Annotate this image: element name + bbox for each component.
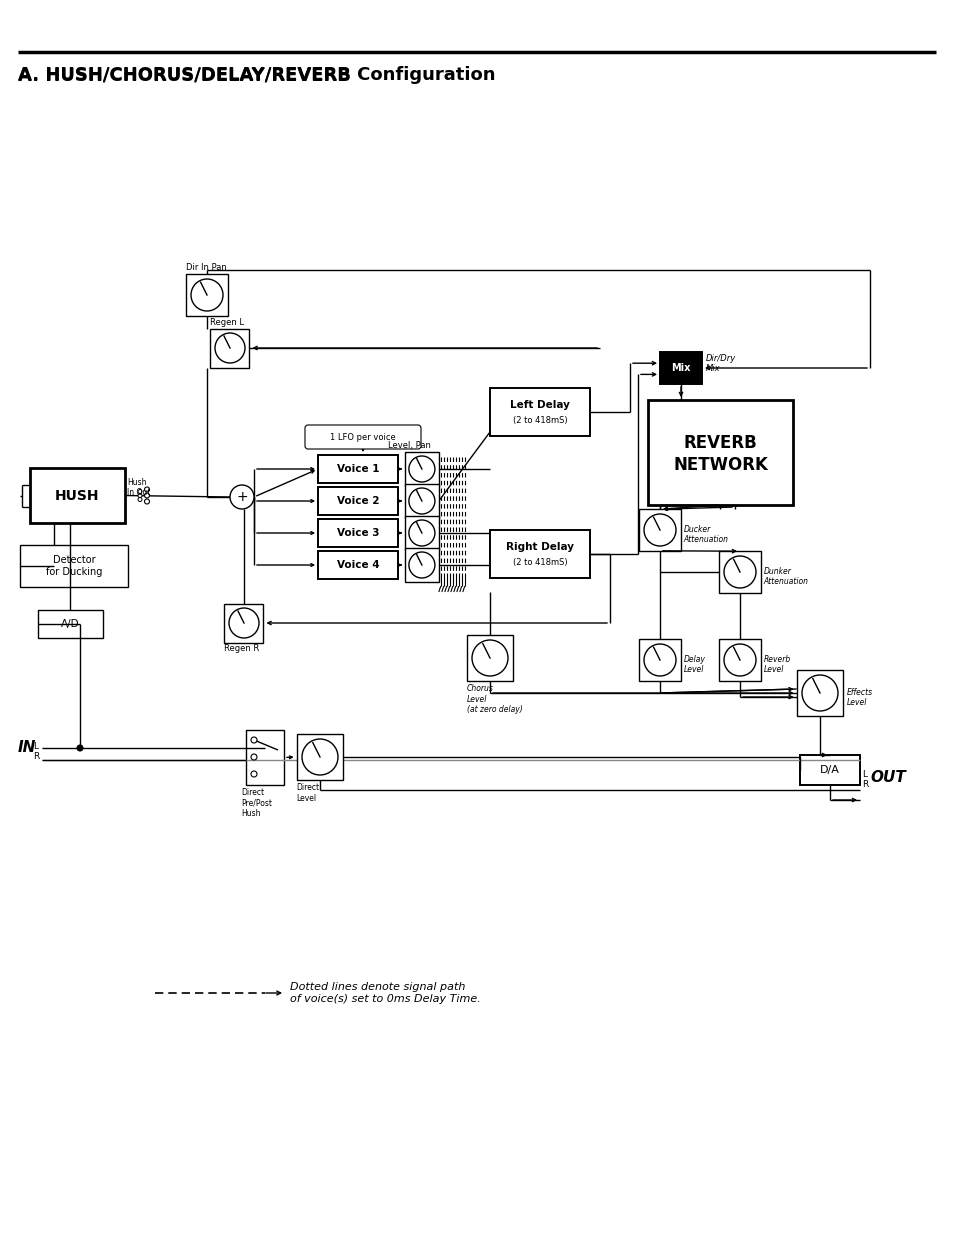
Circle shape	[77, 745, 83, 751]
Text: Effects
Level: Effects Level	[845, 688, 872, 708]
Bar	[639, 640, 680, 680]
Bar	[211, 329, 250, 368]
Text: Voice 1: Voice 1	[336, 464, 379, 474]
Circle shape	[251, 737, 256, 743]
Bar	[490, 388, 589, 436]
Text: HUSH: HUSH	[55, 489, 100, 503]
Text: NETWORK: NETWORK	[673, 456, 767, 473]
Text: Dir In Pan: Dir In Pan	[186, 263, 227, 272]
Text: Ducker
Attenuation: Ducker Attenuation	[683, 525, 728, 545]
Text: A. HUSH/CHORUS/DELAY/REVERB Configuration: A. HUSH/CHORUS/DELAY/REVERB Configuratio…	[18, 65, 495, 84]
Circle shape	[144, 487, 150, 492]
Bar	[30, 468, 125, 522]
Bar	[317, 519, 397, 547]
Text: Dotted lines denote signal path
of voice(s) set to 0ms Delay Time.: Dotted lines denote signal path of voice…	[290, 982, 480, 1004]
Bar	[405, 548, 438, 582]
Text: Reverb
Level: Reverb Level	[763, 655, 790, 674]
Bar	[659, 352, 701, 384]
Circle shape	[191, 279, 223, 311]
Circle shape	[643, 514, 676, 546]
Circle shape	[229, 608, 258, 638]
Text: L: L	[862, 769, 866, 779]
Circle shape	[472, 640, 507, 676]
Circle shape	[251, 755, 256, 760]
Text: R: R	[862, 781, 867, 789]
Bar	[719, 551, 760, 593]
Text: Voice 2: Voice 2	[336, 496, 379, 506]
Text: IN: IN	[18, 741, 36, 756]
Bar	[647, 400, 792, 505]
Circle shape	[251, 771, 256, 777]
Circle shape	[214, 333, 245, 363]
Bar	[224, 604, 263, 642]
Text: Regen R: Regen R	[224, 645, 259, 653]
Bar	[38, 610, 103, 638]
Circle shape	[230, 485, 253, 509]
Circle shape	[138, 494, 142, 498]
Bar	[405, 452, 438, 485]
Circle shape	[302, 739, 337, 776]
Text: OUT: OUT	[869, 771, 904, 785]
Circle shape	[643, 643, 676, 676]
Text: Voice 3: Voice 3	[336, 529, 379, 538]
Circle shape	[409, 520, 435, 546]
Bar	[405, 484, 438, 517]
Circle shape	[801, 676, 837, 711]
Circle shape	[723, 643, 755, 676]
Circle shape	[144, 493, 150, 498]
Text: Direct
Pre/Post
Hush: Direct Pre/Post Hush	[241, 788, 272, 818]
Text: A. HUSH/CHORUS/DELAY/REVERB: A. HUSH/CHORUS/DELAY/REVERB	[18, 65, 351, 84]
Text: L: L	[33, 742, 38, 751]
Text: D/A: D/A	[820, 764, 839, 776]
Text: Right Delay: Right Delay	[505, 542, 574, 552]
Bar	[639, 509, 680, 551]
Text: Dir/Dry
Mix: Dir/Dry Mix	[705, 354, 736, 373]
Text: Mix: Mix	[671, 363, 690, 373]
Bar	[296, 734, 343, 781]
Text: Left Delay: Left Delay	[510, 400, 569, 410]
Text: REVERB: REVERB	[683, 433, 757, 452]
Bar	[719, 640, 760, 680]
Text: Regen L: Regen L	[211, 317, 244, 326]
Bar	[186, 274, 228, 316]
Bar	[800, 755, 859, 785]
Text: Level, Pan: Level, Pan	[388, 441, 431, 450]
Circle shape	[144, 499, 150, 504]
Circle shape	[138, 498, 142, 501]
Circle shape	[409, 488, 435, 514]
Circle shape	[723, 556, 755, 588]
Bar	[317, 487, 397, 515]
Circle shape	[138, 489, 142, 494]
Text: A/D: A/D	[61, 619, 80, 629]
Bar	[246, 730, 284, 785]
Text: Detector
for Ducking: Detector for Ducking	[46, 556, 102, 577]
Text: A. HUSH/CHORUS/DELAY/REVERB Configuration: A. HUSH/CHORUS/DELAY/REVERB Configuratio…	[18, 65, 495, 84]
Text: Voice 4: Voice 4	[336, 559, 379, 571]
Circle shape	[409, 552, 435, 578]
Text: 1 LFO per voice: 1 LFO per voice	[330, 432, 395, 441]
Text: (2 to 418mS): (2 to 418mS)	[512, 557, 567, 567]
Text: Chorus
Level
(at zero delay): Chorus Level (at zero delay)	[466, 684, 522, 714]
Bar	[20, 545, 128, 587]
Text: R: R	[33, 752, 39, 761]
Bar	[796, 669, 842, 716]
Bar	[405, 516, 438, 550]
Text: +: +	[236, 490, 248, 504]
Bar	[466, 635, 513, 682]
Text: (2 to 418mS): (2 to 418mS)	[512, 415, 567, 425]
Bar	[317, 454, 397, 483]
FancyBboxPatch shape	[305, 425, 420, 450]
Text: Direct
Level: Direct Level	[296, 783, 319, 803]
Circle shape	[409, 456, 435, 482]
Text: Delay
Level: Delay Level	[683, 655, 705, 674]
Text: Dunker
Attenuation: Dunker Attenuation	[763, 567, 808, 587]
Bar	[317, 551, 397, 579]
Bar	[490, 530, 589, 578]
Text: Hush
In Out: Hush In Out	[127, 478, 151, 498]
